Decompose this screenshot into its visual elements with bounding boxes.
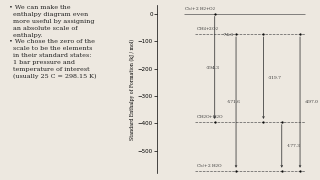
Text: • We can make the
  enthalpy diagram even
  more useful by assigning
  an absolu: • We can make the enthalpy diagram even … <box>9 5 97 79</box>
Text: -319.7: -319.7 <box>268 76 282 80</box>
Text: -497.0: -497.0 <box>305 100 318 104</box>
Text: -74.6: -74.6 <box>222 33 234 37</box>
Text: C$_{(s)}$+2 H$_2$+O$_2$: C$_{(s)}$+2 H$_2$+O$_2$ <box>184 5 216 13</box>
Y-axis label: Standard Enthalpy of Formation (kJ / mol): Standard Enthalpy of Formation (kJ / mol… <box>130 39 135 140</box>
Text: CH$_2$O+H$_2$O: CH$_2$O+H$_2$O <box>196 113 224 121</box>
Text: C$_{(s)}$+2 H$_2$O: C$_{(s)}$+2 H$_2$O <box>196 162 223 170</box>
Text: CH$_4$+2O$_2$: CH$_4$+2O$_2$ <box>196 25 220 33</box>
Text: -177.3: -177.3 <box>286 144 300 148</box>
Text: -394.3: -394.3 <box>205 66 220 70</box>
Text: -571.6: -571.6 <box>227 100 241 104</box>
